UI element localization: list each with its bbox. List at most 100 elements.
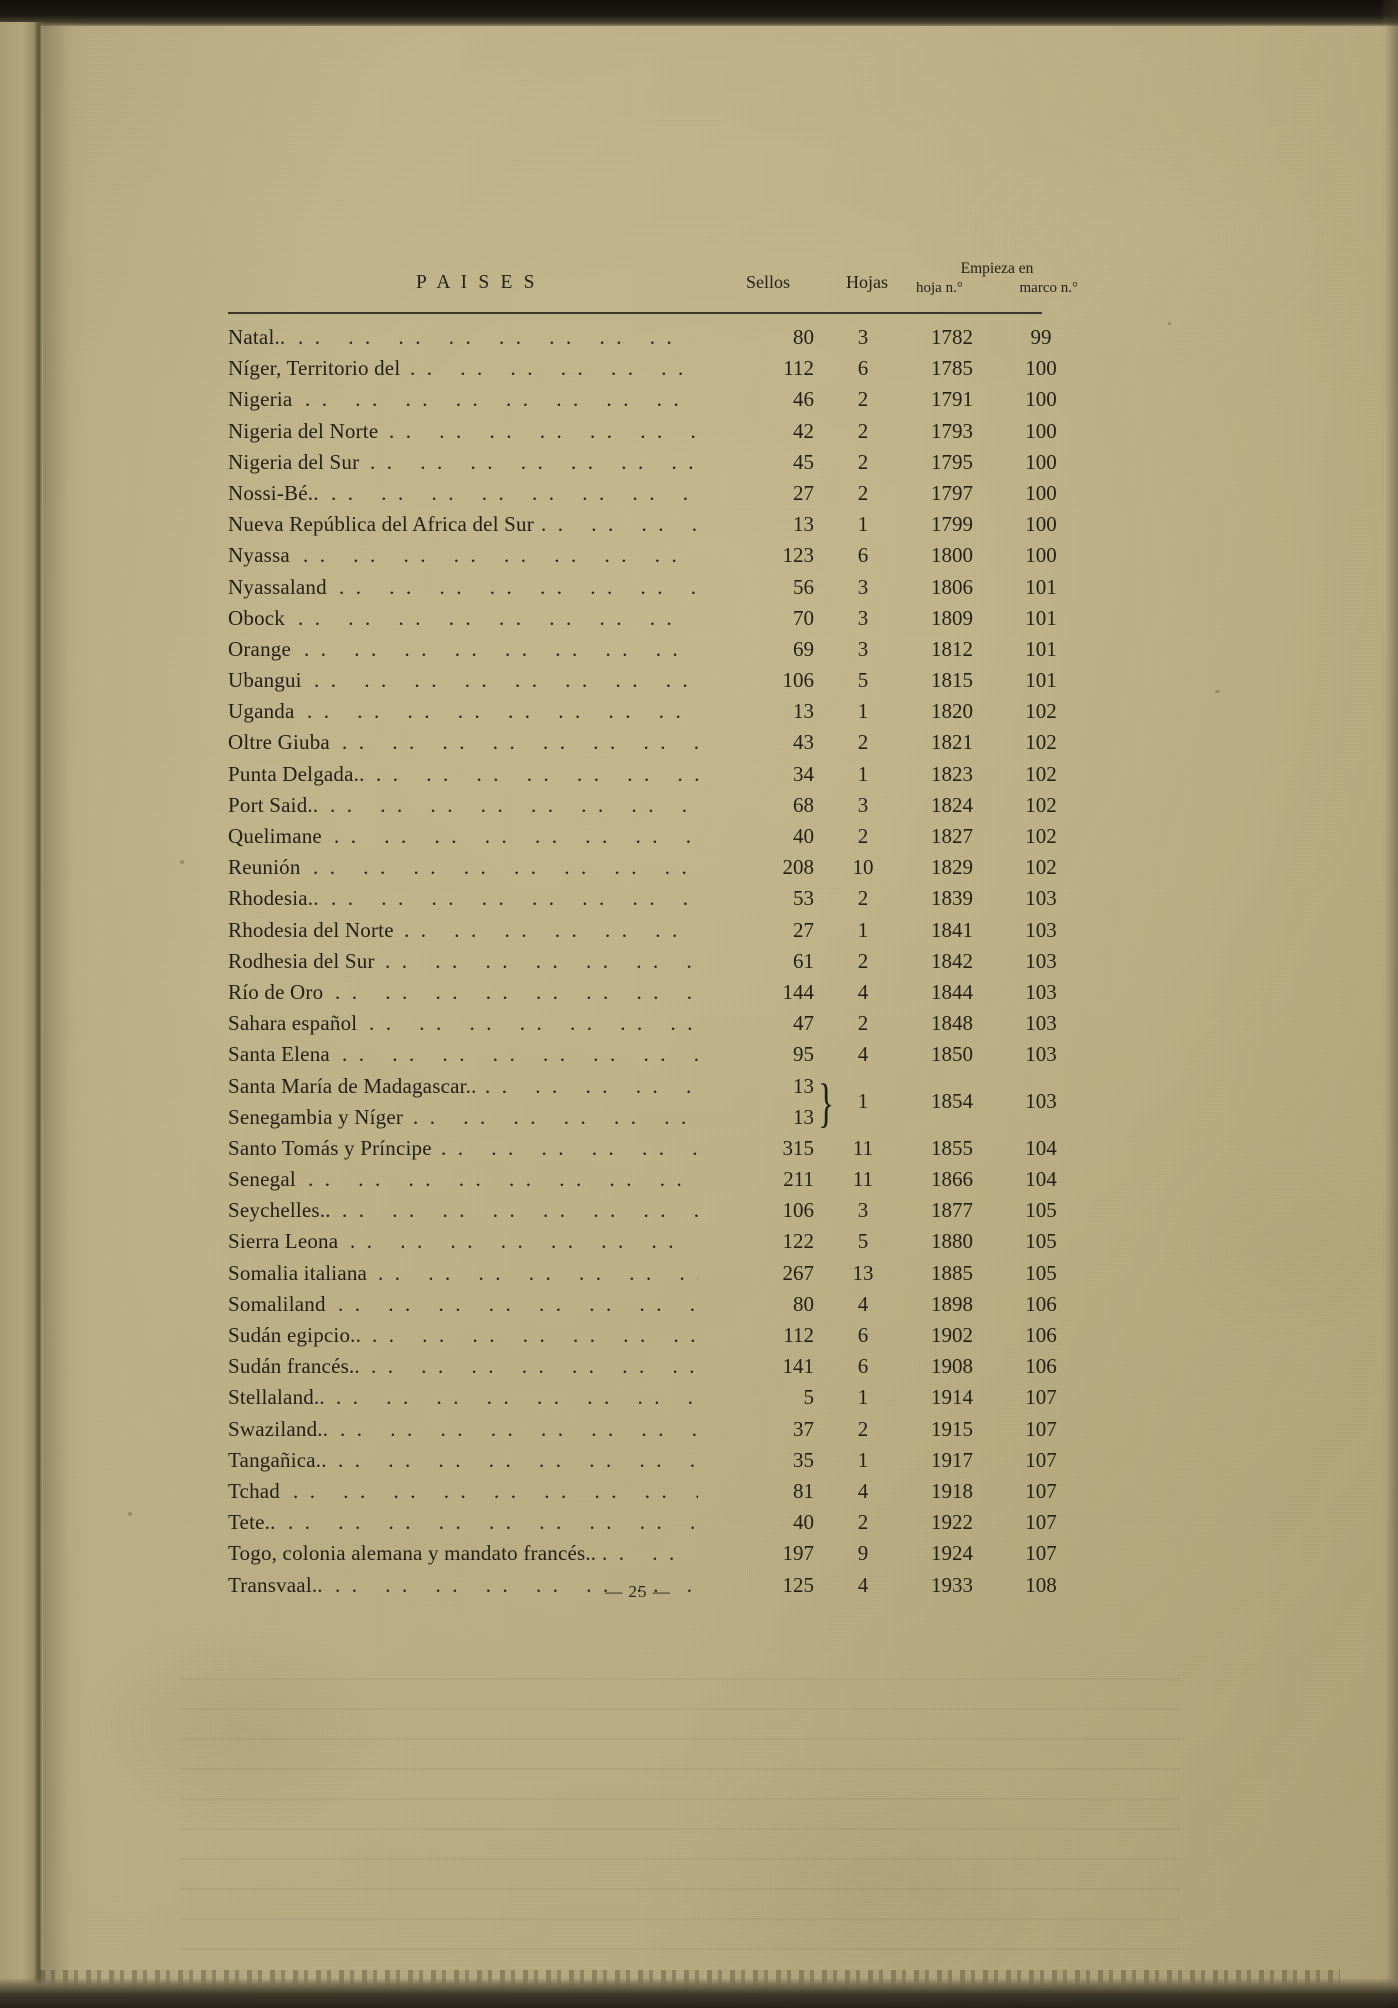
frame-number: 107 bbox=[1025, 1416, 1057, 1441]
column-header-countries: P A I S E S bbox=[416, 272, 538, 293]
sheets-count: 2 bbox=[857, 1416, 869, 1441]
stamps-count: 80 bbox=[793, 325, 814, 349]
leader-dots: .. .. .. .. .. .. .. .. .. .. .. .. .. bbox=[288, 1510, 698, 1535]
stamps-count: 141 bbox=[782, 1354, 815, 1379]
country-name: Port Said.. bbox=[228, 792, 319, 817]
table-row: Santa María de Madagascar.. .. .. .. .. .… bbox=[228, 1073, 1048, 1104]
sheets-count: 2 bbox=[857, 480, 869, 505]
stamps-count: 70 bbox=[793, 605, 814, 630]
frame-number: 101 bbox=[1025, 574, 1057, 599]
table-row: Oltre Giuba .. .. .. .. .. .. .. .. .. ..… bbox=[228, 729, 1057, 760]
sheets-count: 11 bbox=[852, 1135, 874, 1160]
frame-number: 104 bbox=[1025, 1135, 1057, 1160]
table-row: Rhodesia.. .. .. .. .. .. .. .. .. .. .. … bbox=[228, 885, 1057, 916]
country-name: Natal.. bbox=[228, 325, 286, 349]
country-name: Nueva República del Africa del Sur bbox=[228, 512, 534, 537]
sheet-number: 1812 bbox=[931, 636, 973, 661]
column-header-sheets: Hojas bbox=[846, 272, 888, 292]
paper-speck bbox=[1215, 690, 1220, 693]
leader-dots: .. .. .. .. .. .. .. .. .. .. .. .. .. bbox=[304, 636, 698, 661]
table-row: Sudán egipcio.. .. .. .. .. .. .. .. .. .… bbox=[228, 1322, 1057, 1353]
country-name: Nyassaland bbox=[228, 574, 327, 599]
sheet-number: 1806 bbox=[931, 574, 973, 599]
sheet-number: 1855 bbox=[931, 1135, 973, 1160]
stamps-count: 80 bbox=[793, 1291, 814, 1316]
sheets-count: 6 bbox=[857, 1323, 869, 1348]
sheets-count: 9 bbox=[857, 1541, 869, 1566]
frame-number: 100 bbox=[1025, 387, 1057, 412]
frame-number: 103 bbox=[1025, 886, 1057, 911]
sheets-count: 2 bbox=[857, 449, 869, 474]
table-row: Rhodesia del Norte .. .. .. .. .. .. .. .… bbox=[228, 917, 1057, 948]
leader-dots: .. .. .. .. .. .. .. .. .. .. .. .. .. bbox=[413, 1104, 698, 1129]
sheet-number: 1915 bbox=[931, 1416, 973, 1441]
table-row: Senegal .. .. .. .. .. .. .. .. .. .. .. … bbox=[228, 1166, 1057, 1197]
stamps-count: 315 bbox=[782, 1135, 815, 1160]
frame-number: 107 bbox=[1025, 1510, 1057, 1535]
country-name: Senegambia y Níger bbox=[228, 1104, 404, 1129]
stamps-count: 42 bbox=[793, 418, 814, 443]
leader-dots: .. .. .. .. .. .. .. .. .. .. .. .. .. bbox=[335, 979, 698, 1004]
sheet-number: 1908 bbox=[931, 1354, 973, 1379]
frame-number: 107 bbox=[1025, 1385, 1057, 1410]
frame-number: 101 bbox=[1025, 636, 1057, 661]
frame-number: 102 bbox=[1025, 699, 1057, 724]
binding-gutter bbox=[0, 22, 40, 1986]
table-row: Somaliland .. .. .. .. .. .. .. .. .. .. … bbox=[228, 1291, 1057, 1322]
sheets-count: 1 bbox=[857, 1088, 869, 1113]
frame-number: 103 bbox=[1025, 948, 1057, 973]
stamps-count: 106 bbox=[782, 1198, 815, 1223]
binding-crease-line bbox=[34, 22, 43, 1986]
leader-dots: .. .. .. .. .. .. .. .. .. .. .. .. .. bbox=[303, 543, 698, 568]
stamps-count: 13 bbox=[793, 512, 814, 537]
sheets-count: 2 bbox=[857, 886, 869, 911]
sheets-count: 3 bbox=[857, 605, 869, 630]
sheet-number: 1815 bbox=[931, 668, 973, 693]
sheet-number: 1902 bbox=[931, 1323, 973, 1348]
sheets-count: 1 bbox=[857, 699, 869, 724]
stamps-count: 95 bbox=[793, 1042, 814, 1067]
country-name: Rodhesia del Sur bbox=[228, 948, 375, 973]
frame-number: 101 bbox=[1025, 668, 1057, 693]
sheets-count: 1 bbox=[857, 761, 869, 786]
frame-number: 100 bbox=[1025, 512, 1057, 537]
sheet-number: 1823 bbox=[931, 761, 973, 786]
stamps-count: 197 bbox=[782, 1541, 815, 1566]
sheet-number: 1827 bbox=[931, 824, 973, 848]
sheet-number: 1918 bbox=[931, 1478, 973, 1503]
sheet-number: 1885 bbox=[931, 1260, 973, 1285]
table-row: Santo Tomás y Príncipe .. .. .. .. .. .. … bbox=[228, 1135, 1057, 1166]
country-name: Santa María de Madagascar.. bbox=[228, 1073, 477, 1098]
leader-dots: .. .. .. .. .. .. .. .. .. .. .. .. .. bbox=[298, 605, 698, 630]
table-row: Ubangui .. .. .. .. .. .. .. .. .. .. .. … bbox=[228, 667, 1057, 698]
leader-dots: .. .. .. .. .. .. .. .. .. .. .. .. .. bbox=[331, 480, 698, 505]
country-name: Obock bbox=[228, 605, 285, 630]
country-name: Uganda bbox=[228, 699, 295, 724]
country-name: Sierra Leona bbox=[228, 1229, 339, 1254]
page-right-edge-shadow bbox=[1380, 0, 1398, 2008]
leader-dots: .. .. .. .. .. .. .. .. .. .. .. .. .. bbox=[389, 418, 698, 443]
table-row: Sierra Leona .. .. .. .. .. .. .. .. .. .… bbox=[228, 1228, 1057, 1259]
stamps-count: 144 bbox=[782, 979, 815, 1004]
sheets-count: 5 bbox=[857, 1229, 869, 1254]
stamps-count: 46 bbox=[793, 387, 814, 412]
frame-number: 105 bbox=[1025, 1229, 1057, 1254]
frame-number: 107 bbox=[1025, 1478, 1057, 1503]
leader-dots: .. .. .. .. .. .. .. .. .. .. .. .. .. bbox=[340, 1416, 698, 1441]
leader-dots: .. .. .. .. .. .. .. .. .. .. .. .. .. bbox=[371, 1354, 698, 1379]
country-name: Nigeria del Sur bbox=[228, 449, 360, 474]
frame-number: 106 bbox=[1025, 1323, 1057, 1348]
table-row: Sahara español .. .. .. .. .. .. .. .. ..… bbox=[228, 1010, 1057, 1041]
frame-number: 107 bbox=[1025, 1541, 1057, 1566]
column-header-starts-at: Empieza en hoja n.° marco n.° bbox=[914, 260, 1080, 297]
table-row: Rodhesia del Sur .. .. .. .. .. .. .. .. … bbox=[228, 948, 1057, 979]
frame-number: 107 bbox=[1025, 1447, 1057, 1472]
country-name: Tchad bbox=[228, 1478, 281, 1503]
sheet-number: 1797 bbox=[931, 480, 973, 505]
stamps-count: 112 bbox=[783, 1323, 814, 1348]
sheet-number: 1791 bbox=[931, 387, 973, 412]
sheet-number: 1866 bbox=[931, 1167, 973, 1192]
stamps-count: 56 bbox=[793, 574, 814, 599]
